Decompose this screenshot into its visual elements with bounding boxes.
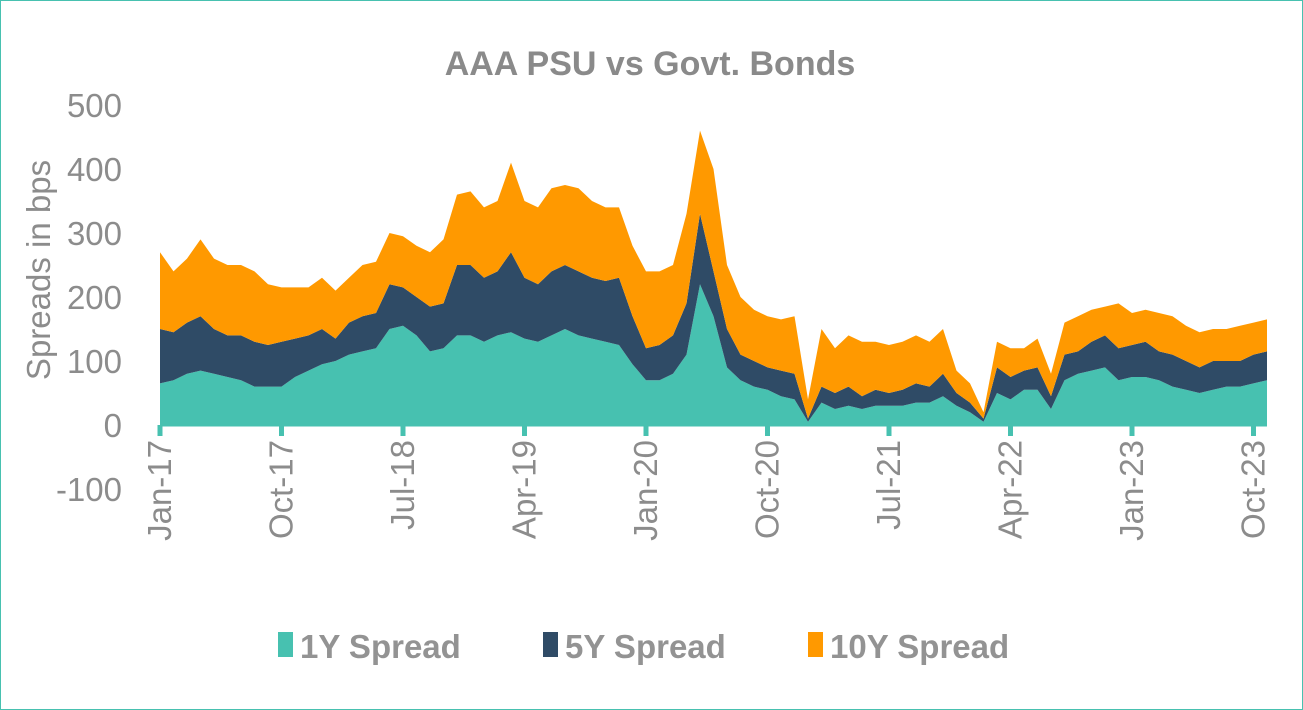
y-tick-label: 300 (67, 215, 122, 252)
x-tick-mark (886, 425, 892, 436)
x-tick-mark (1008, 425, 1013, 436)
y-tick-label: 200 (67, 279, 122, 316)
x-tick-mark (1251, 425, 1256, 436)
legend-label: 5Y Spread (565, 628, 726, 665)
legend: 1Y Spread 5Y Spread 10Y Spread (278, 628, 1009, 665)
x-tick-label: Jul-18 (384, 440, 421, 530)
x-tick-mark (1129, 425, 1135, 436)
y-tick-label: 0 (104, 407, 122, 444)
y-axis-label: Spreads in bps (20, 160, 57, 380)
x-tick-label: Oct-17 (263, 440, 300, 539)
area-series-5y-spread (160, 213, 1267, 422)
legend-item: 1Y Spread (278, 628, 461, 665)
x-tick-label: Oct-23 (1235, 440, 1272, 539)
x-tick-label: Jan-20 (627, 440, 664, 541)
legend-item: 5Y Spread (543, 628, 726, 665)
legend-swatch (808, 632, 823, 657)
legend-swatch (278, 632, 293, 657)
y-tick-label: 400 (67, 151, 122, 188)
x-tick-mark (279, 425, 284, 436)
chart-title: AAA PSU vs Govt. Bonds (445, 45, 856, 83)
x-tick-label: Apr-19 (506, 440, 543, 539)
legend-label: 10Y Spread (830, 628, 1009, 665)
x-tick-mark (765, 425, 770, 436)
x-tick-label: Apr-22 (992, 440, 1029, 539)
y-tick-label: -100 (56, 471, 122, 508)
area-series-10y-spread (160, 130, 1267, 419)
y-tick-label: 100 (67, 343, 122, 380)
x-tick-mark (157, 425, 163, 436)
x-tick-label: Oct-20 (749, 440, 786, 539)
area-series-1y-spread (160, 284, 1267, 425)
x-tick-mark (522, 425, 527, 436)
y-tick-label: 500 (67, 87, 122, 124)
x-tick-mark (643, 425, 649, 436)
x-tick-label: Jul-21 (870, 440, 907, 530)
plot-area (160, 130, 1267, 425)
x-tick-mark (400, 425, 406, 436)
legend-item: 10Y Spread (808, 628, 1009, 665)
x-tick-label: Jan-23 (1113, 440, 1150, 541)
legend-swatch (543, 632, 558, 657)
x-tick-label: Jan-17 (141, 440, 178, 541)
axes: -100 0 100 200 300 400 500 Jan-17 Oct-17 Jul-18 Ap… (56, 87, 1272, 541)
legend-label: 1Y Spread (300, 628, 461, 665)
